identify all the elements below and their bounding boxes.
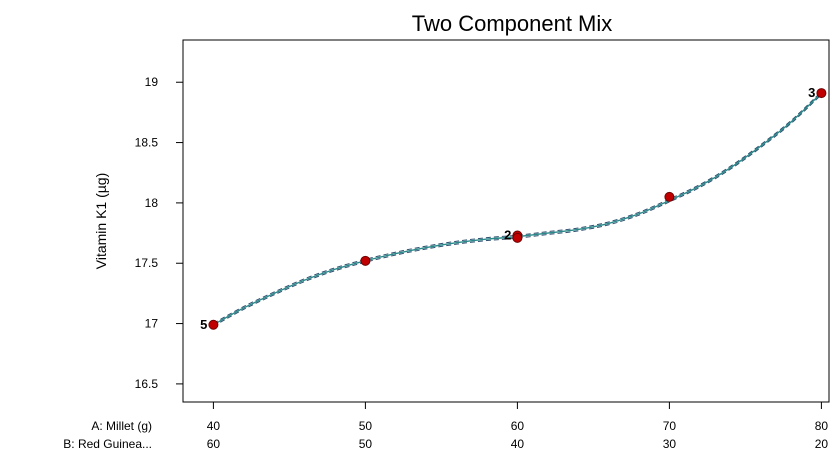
point-count-label: 3: [808, 85, 815, 100]
x-tick-label-a: 40: [207, 419, 221, 433]
y-tick-label: 19: [145, 75, 159, 89]
ci-lower-curve: [213, 94, 822, 327]
x-axis-a-name: A: Millet (g): [91, 419, 152, 433]
x-axis-b-name: B: Red Guinea...: [63, 437, 152, 450]
data-point: [208, 319, 219, 330]
x-tick-label-b: 20: [815, 437, 829, 450]
y-tick-label: 18.5: [135, 136, 159, 150]
data-point: [512, 232, 523, 243]
data-point: [360, 255, 371, 266]
x-tick-label-a: 80: [815, 419, 829, 433]
y-tick-label: 17.5: [135, 256, 159, 270]
plot-area: [182, 39, 830, 403]
y-axis-label: Vitamin K1 (µg): [93, 173, 109, 270]
chart-title: Two Component Mix: [412, 11, 613, 36]
data-point: [664, 191, 675, 202]
fit-curves: [213, 91, 822, 327]
y-tick-label: 18: [145, 196, 159, 210]
y-tick-label: 16.5: [135, 377, 159, 391]
data-point: [816, 88, 827, 99]
x-axis: 40 60 50 50 60 40 70 30 80 20: [207, 402, 829, 450]
x-tick-label-b: 50: [359, 437, 373, 450]
x-tick-label-b: 30: [663, 437, 677, 450]
design-points: 5 2 3: [200, 85, 827, 332]
point-count-label: 2: [504, 227, 511, 242]
x-tick-label-b: 40: [511, 437, 525, 450]
x-tick-label-a: 70: [663, 419, 677, 433]
y-axis: 16.5 17 17.5 18 18.5 19: [135, 75, 183, 391]
point-count-label: 5: [200, 317, 207, 332]
x-tick-label-a: 50: [359, 419, 373, 433]
ci-upper-curve: [213, 91, 822, 324]
fit-curve: [213, 92, 822, 326]
x-tick-label-a: 60: [511, 419, 525, 433]
y-tick-label: 17: [145, 317, 159, 331]
x-tick-label-b: 60: [207, 437, 221, 450]
